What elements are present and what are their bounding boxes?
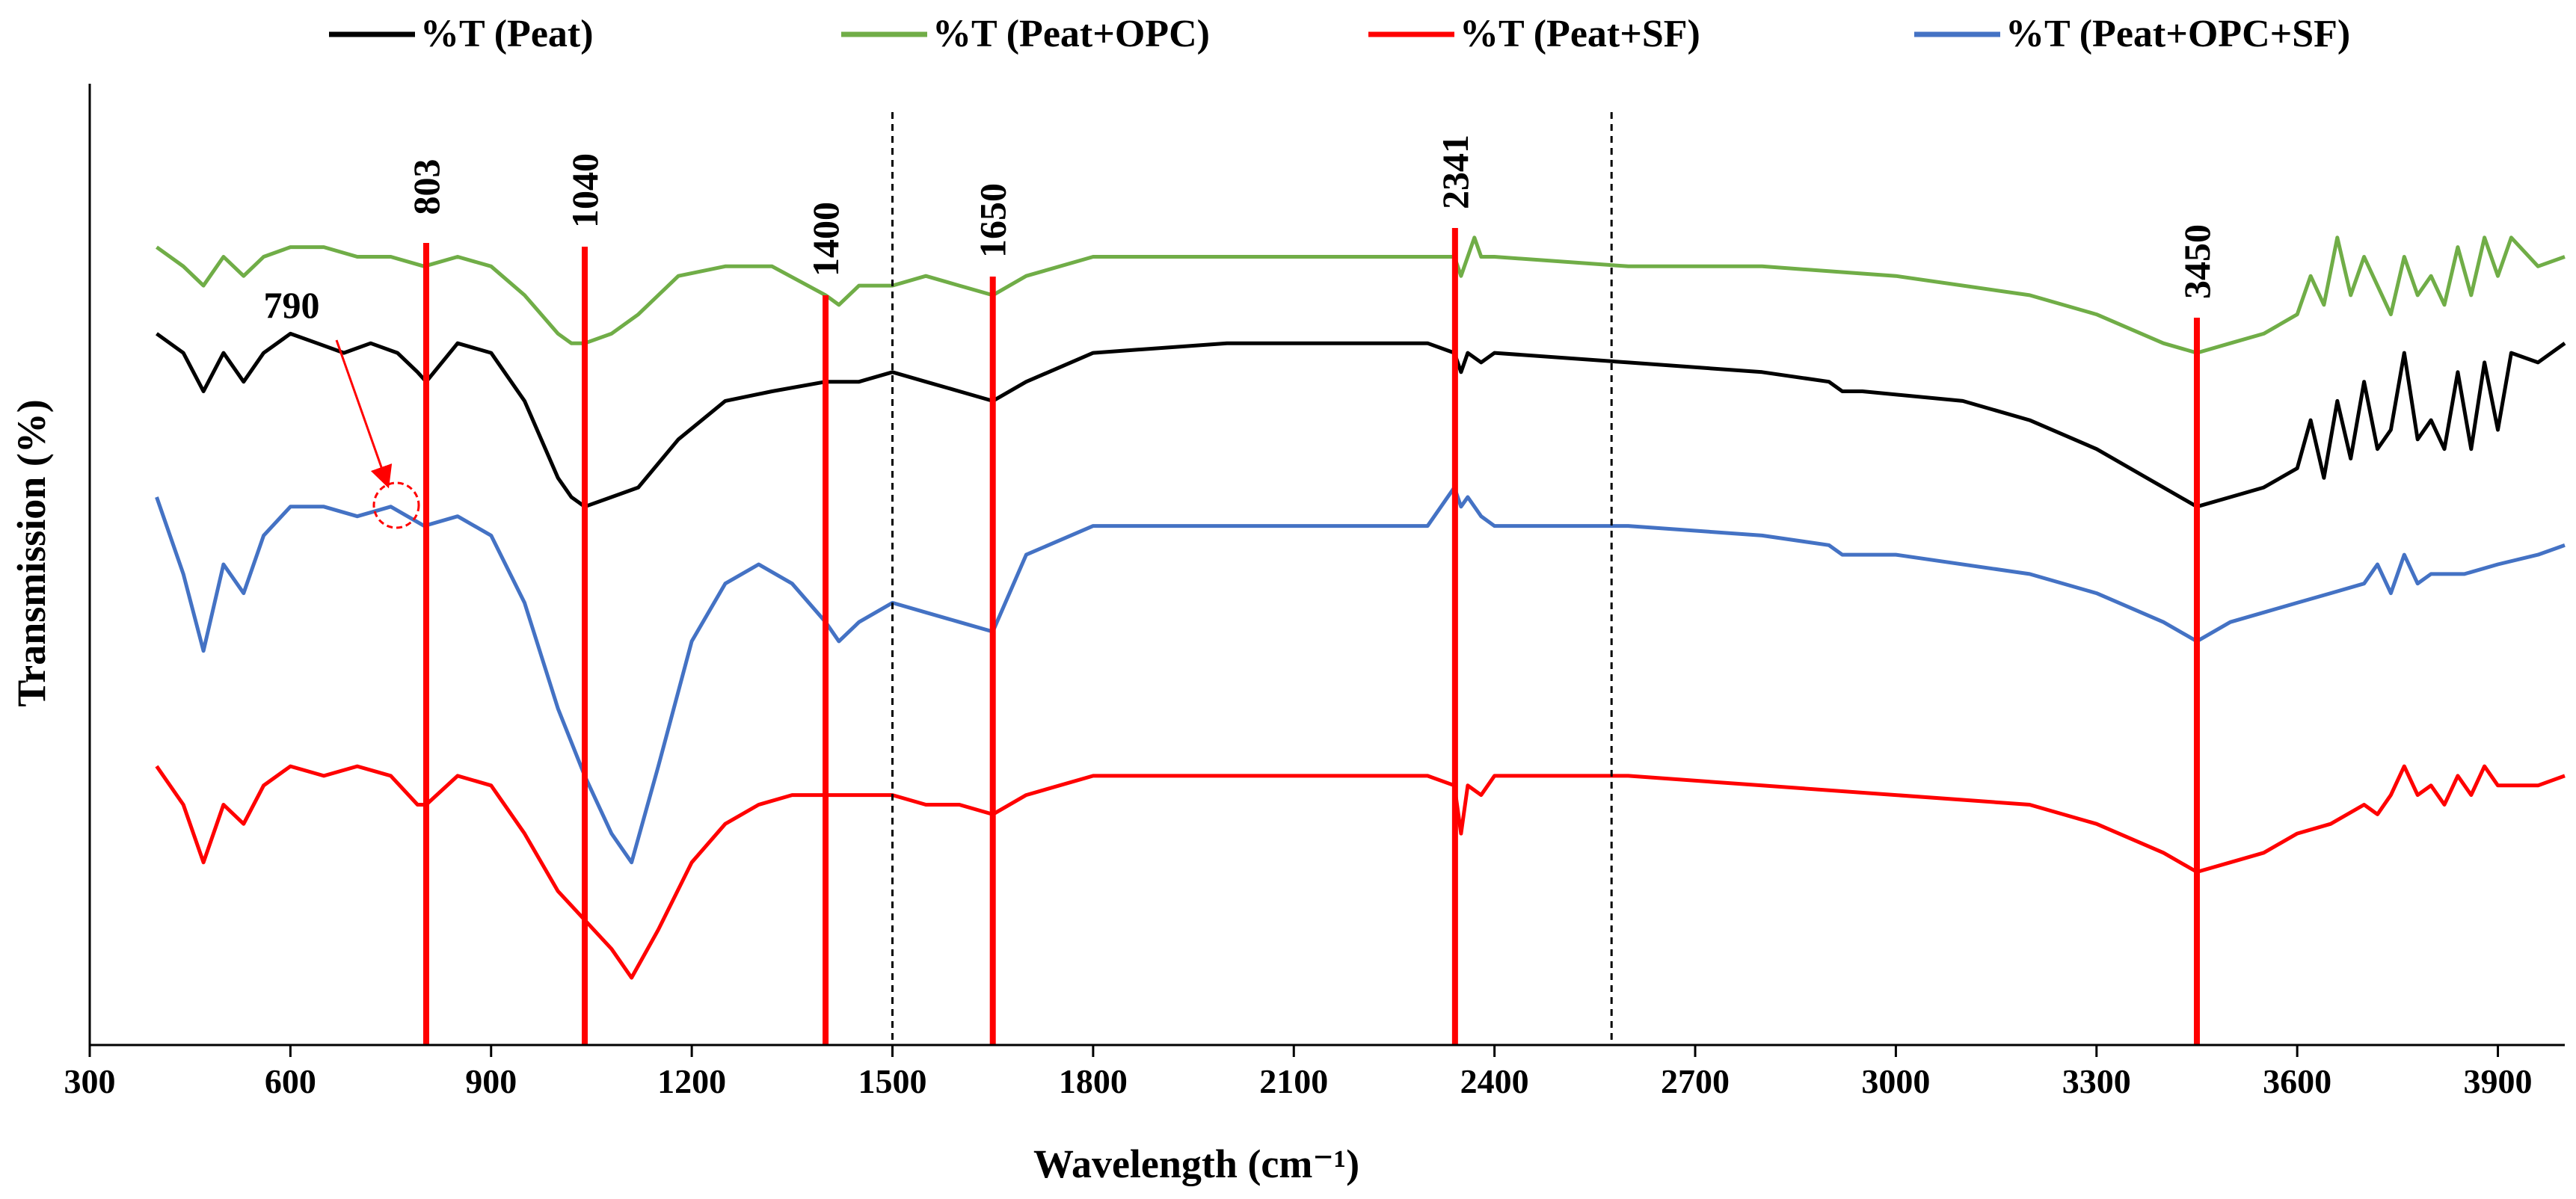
x-tick-label: 600 xyxy=(265,1062,316,1100)
x-tick-label: 2700 xyxy=(1661,1062,1730,1100)
series-line-3 xyxy=(155,485,2566,865)
annotation-label: 790 xyxy=(264,284,320,326)
x-tick-label: 3600 xyxy=(2263,1062,2331,1100)
peak-markers: 803 1040 1400 1650 2341 3450 xyxy=(405,112,2218,1045)
annotation-circle xyxy=(372,481,420,529)
x-tick-label: 900 xyxy=(465,1062,517,1100)
axes: 300 600 900 1200 1500 1800 2100 2400 2700 3000 330… xyxy=(64,84,2565,1100)
peak-label: 1400 xyxy=(805,202,846,277)
x-tick-label: 3000 xyxy=(1861,1062,1930,1100)
peak-label: 1650 xyxy=(972,183,1014,258)
series-line-1 xyxy=(156,235,2566,355)
peak-label: 2341 xyxy=(1434,135,1476,209)
x-tick-label: 300 xyxy=(64,1062,116,1100)
series-line-0 xyxy=(156,331,2566,509)
legend-label: %T (Peat+SF) xyxy=(1460,13,1700,55)
plot-series xyxy=(155,235,2566,980)
legend-label: %T (Peat+OPC) xyxy=(932,13,1210,55)
x-tick-label: 2100 xyxy=(1259,1062,1328,1100)
annotation-arrow xyxy=(335,339,393,489)
peak-label: 3450 xyxy=(2176,224,2218,299)
x-tick-label: 3300 xyxy=(2062,1062,2131,1100)
annotation-layer: 790 xyxy=(264,284,420,529)
y-axis-title: Transmission (%) xyxy=(9,399,54,707)
x-axis-title: Wavelength (cm⁻¹) xyxy=(1033,1141,1359,1186)
peak-label: 803 xyxy=(405,159,447,215)
series-line-2 xyxy=(155,764,2566,980)
legend-label: %T (Peat) xyxy=(420,13,594,55)
x-tick-label: 1500 xyxy=(858,1062,927,1100)
peak-label: 1040 xyxy=(564,153,606,228)
x-tick-label: 1200 xyxy=(657,1062,726,1100)
legend-label: %T (Peat+OPC+SF) xyxy=(2005,13,2350,55)
x-tick-label: 3900 xyxy=(2464,1062,2533,1100)
x-tick-label: 2400 xyxy=(1460,1062,1529,1100)
legend: %T (Peat) %T (Peat+OPC) %T (Peat+SF) %T (Pe… xyxy=(329,13,2350,55)
x-tick-label: 1800 xyxy=(1059,1062,1128,1100)
